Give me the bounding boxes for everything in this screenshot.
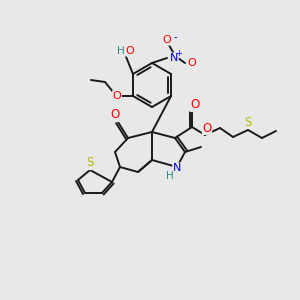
Text: N: N (173, 163, 181, 173)
Text: O: O (202, 122, 211, 134)
Text: O: O (163, 35, 171, 45)
Text: N: N (170, 53, 178, 63)
Text: O: O (188, 58, 196, 68)
Text: O: O (112, 91, 121, 101)
Text: S: S (86, 157, 94, 169)
Text: O: O (190, 98, 200, 112)
Text: S: S (244, 116, 252, 128)
Text: H: H (117, 46, 125, 56)
Text: O: O (110, 109, 120, 122)
Text: O: O (126, 46, 134, 56)
Text: -: - (173, 32, 177, 42)
Text: +: + (176, 49, 182, 58)
Text: H: H (166, 171, 174, 181)
